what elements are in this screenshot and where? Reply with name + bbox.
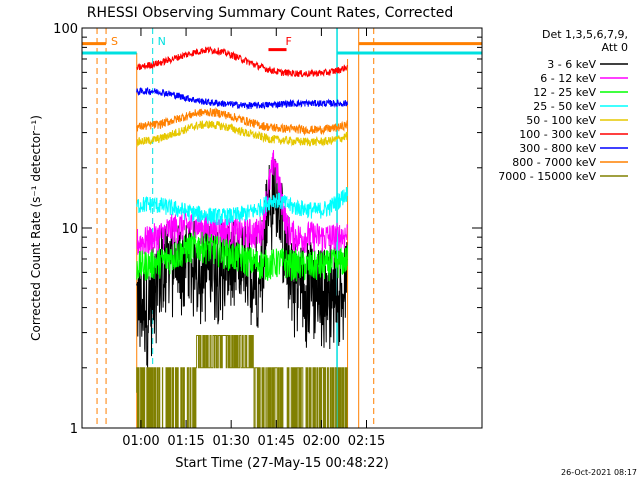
x-tick-label: 01:30 [212, 434, 249, 449]
series-trace-50-100-kev [136, 120, 348, 148]
y-axis-label: Corrected Count Rate (s⁻¹ detector⁻¹) [29, 115, 43, 341]
render-timestamp: 26-Oct-2021 08:17 [561, 468, 637, 477]
legend-entry-label: 300 - 800 keV [519, 142, 596, 155]
legend-header-attenuator: Att 0 [602, 41, 628, 54]
legend-entry-label: 100 - 300 keV [519, 128, 596, 141]
y-tick-label: 100 [53, 22, 78, 37]
annotation-label-f: F [285, 35, 291, 48]
legend-header-detectors: Det 1,3,5,6,7,9, [542, 28, 628, 41]
series-trace-6-12-kev [136, 149, 348, 256]
legend-entry-label: 800 - 7000 keV [512, 156, 596, 169]
x-axis-label: Start Time (27-May-15 00:48:22) [175, 456, 389, 471]
y-axis: 1 10 100 [53, 22, 482, 437]
annotation-label-s: S [111, 35, 118, 48]
series-trace-300-800-kev [136, 87, 348, 111]
series-trace-12-25-kev [136, 231, 348, 282]
x-axis: 01:00 01:15 01:30 01:45 02:00 02:15 [122, 28, 385, 449]
x-tick-label: 02:00 [303, 434, 340, 449]
series-trace-100-300-kev [136, 46, 348, 78]
legend-entry-label: 6 - 12 keV [540, 72, 596, 85]
legend-entry-label: 3 - 6 keV [547, 58, 596, 71]
legend-entry-label: 25 - 50 keV [533, 100, 596, 113]
chart-title: RHESSI Observing Summary Count Rates, Co… [87, 5, 453, 21]
series-trace-800-7000-kev [136, 106, 348, 136]
legend-entry-label: 50 - 100 keV [526, 114, 596, 127]
legend-entry-label: 7000 - 15000 keV [498, 170, 596, 183]
x-tick-label: 01:00 [122, 434, 159, 449]
y-tick-label: 1 [70, 422, 78, 437]
y-tick-label: 10 [61, 222, 78, 237]
legend-entry-label: 12 - 25 keV [533, 86, 596, 99]
annotation-label-n: N [158, 35, 166, 48]
x-tick-label: 01:15 [167, 434, 204, 449]
x-tick-label: 02:15 [348, 434, 385, 449]
x-tick-label: 01:45 [258, 434, 295, 449]
series-trace-25-50-kev [136, 186, 348, 226]
